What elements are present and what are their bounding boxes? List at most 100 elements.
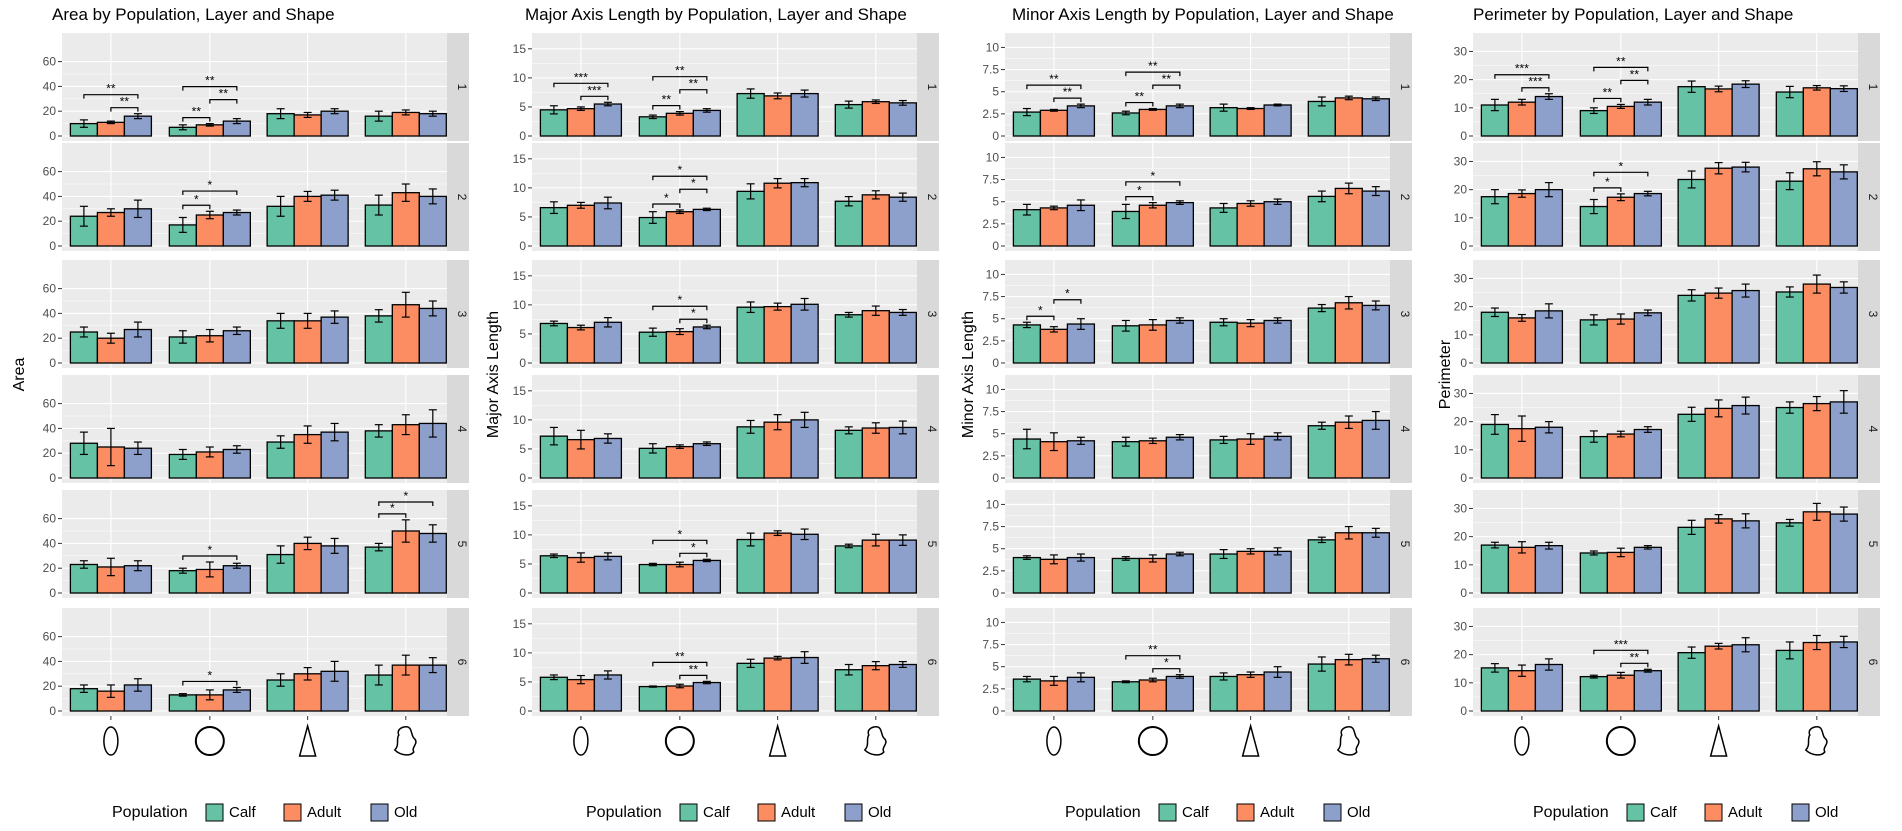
y-tick-label: 10 — [986, 40, 1000, 54]
bar-adult — [1039, 328, 1069, 364]
bar-adult — [1138, 557, 1167, 594]
triangle-shape-icon — [1709, 723, 1728, 757]
facet-layer-3: 0 20 40 60 3 — [43, 260, 469, 370]
legend: Population Calf Adult Old — [1065, 803, 1370, 822]
bar-old — [1066, 440, 1096, 479]
y-tick-label: 0 — [1460, 239, 1467, 253]
bar-adult — [665, 563, 694, 594]
bar-calf — [638, 685, 667, 712]
significance-bracket: * — [679, 176, 708, 194]
ellipse-shape-icon — [1514, 726, 1530, 756]
y-tick-label: 0 — [519, 129, 526, 143]
legend-key-adult — [283, 803, 302, 822]
triangle-shape-icon — [768, 723, 787, 757]
bar-old — [1066, 323, 1096, 364]
y-tick-label: 0 — [49, 471, 56, 485]
bracket-line — [1125, 655, 1181, 660]
facet-strip-label: 5 — [1866, 541, 1880, 548]
legend-key-old — [1323, 803, 1342, 822]
significance-bracket: * — [652, 527, 708, 545]
significance-label: * — [208, 543, 213, 557]
bar-adult — [1138, 440, 1167, 479]
y-tick-label: 0 — [1460, 129, 1467, 143]
bar-adult — [861, 310, 890, 364]
bar-adult — [1507, 101, 1537, 137]
bar-old — [222, 448, 251, 479]
facet-strip — [447, 490, 469, 598]
bar-calf — [1775, 406, 1804, 479]
y-tick-label: 20 — [1454, 300, 1468, 314]
bar-adult — [1507, 192, 1537, 247]
bar-calf — [1579, 205, 1608, 247]
facet-strip — [917, 608, 939, 716]
y-tick-label: 5 — [519, 675, 526, 689]
bar-adult — [763, 657, 792, 712]
bar-old — [320, 194, 349, 247]
bar-old — [1165, 105, 1194, 137]
bar-calf — [168, 570, 197, 594]
y-tick-label: 30 — [1454, 619, 1468, 633]
facet-layer-4: 0 20 40 60 4 — [43, 375, 469, 485]
bar-adult — [1334, 421, 1363, 479]
bar-adult — [566, 556, 596, 594]
y-tick-label: 5 — [992, 542, 999, 556]
significance-label: ** — [1603, 85, 1613, 99]
y-tick-label: 20 — [1454, 530, 1468, 544]
bar-adult — [1606, 551, 1635, 594]
bar-adult — [566, 204, 596, 247]
bar-calf — [1677, 526, 1706, 594]
bar-old — [1165, 553, 1194, 594]
bar-adult — [1138, 204, 1167, 247]
bar-calf — [834, 314, 863, 364]
facet-strip-label: 3 — [1398, 311, 1412, 318]
facet-strip — [917, 375, 939, 483]
facet-strip-label: 6 — [1866, 659, 1880, 666]
significance-bracket: ** — [1125, 59, 1181, 77]
bar-adult — [1334, 658, 1363, 712]
bar-old — [418, 195, 447, 247]
facet-layer-2: 0 2.5 5 7.5 10 2 * * — [982, 143, 1412, 253]
bar-calf — [1307, 663, 1336, 712]
y-tick-label: 0 — [992, 129, 999, 143]
bar-old — [1361, 98, 1390, 137]
bar-old — [1534, 663, 1564, 712]
circle-shape-icon — [194, 726, 225, 756]
bar-adult — [1704, 407, 1733, 479]
bar-calf — [1307, 425, 1336, 479]
bracket-line — [652, 539, 708, 545]
chart-2: Major Axis Length by Population, Layer a… — [485, 5, 939, 822]
y-tick-label: 30 — [1454, 271, 1468, 285]
significance-bracket: *** — [553, 70, 609, 88]
legend-label-old: Old — [394, 804, 417, 821]
significance-bracket: *** — [1521, 75, 1550, 92]
bar-calf — [834, 669, 863, 712]
bracket-line — [1026, 84, 1082, 90]
facet-strip-label: 4 — [1398, 426, 1412, 433]
bar-old — [1165, 675, 1194, 712]
facet-strip-label: 3 — [455, 311, 469, 318]
chart-title: Minor Axis Length by Population, Layer a… — [1012, 5, 1394, 24]
legend-key-calf — [679, 803, 698, 822]
bar-calf — [1677, 652, 1706, 712]
triangle-shape-icon — [1241, 723, 1260, 757]
bar-old — [888, 663, 917, 712]
y-tick-label: 15 — [513, 499, 527, 513]
bar-old — [222, 565, 251, 594]
bar-calf — [1579, 552, 1608, 594]
y-tick-label: 0 — [1460, 471, 1467, 485]
y-tick-label: 60 — [43, 282, 57, 296]
facet-strip-label: 2 — [1866, 194, 1880, 201]
bracket-line — [652, 104, 681, 110]
y-tick-label: 60 — [43, 397, 57, 411]
legend-label-old: Old — [1815, 804, 1838, 821]
y-tick-label: 7.5 — [982, 520, 999, 534]
bar-adult — [293, 114, 322, 137]
bar-calf — [1111, 112, 1140, 137]
bar-calf — [1677, 178, 1706, 247]
y-tick-label: 60 — [43, 630, 57, 644]
y-tick-label: 7.5 — [982, 638, 999, 652]
bar-calf — [736, 538, 765, 594]
bar-calf — [364, 546, 393, 594]
bar-adult — [1236, 107, 1265, 137]
bar-calf — [1677, 413, 1706, 479]
